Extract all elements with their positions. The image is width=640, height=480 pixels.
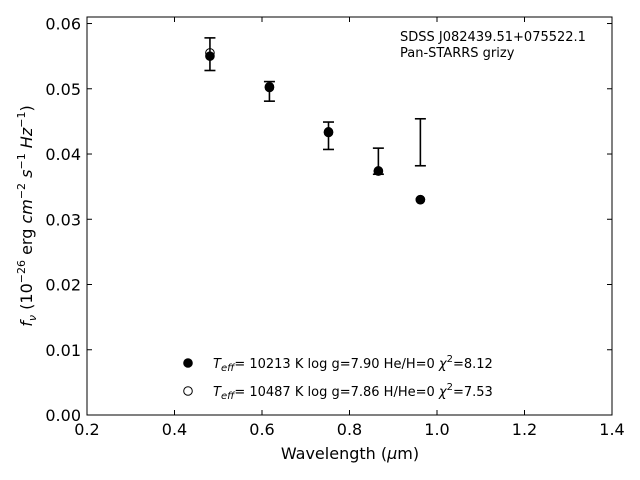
x-axis-label: Wavelength (μm) [281, 444, 419, 463]
x-tick-label: 0.2 [74, 420, 99, 439]
markers [205, 48, 426, 205]
legend-marker [183, 386, 193, 396]
x-tick-label: 1.0 [424, 420, 449, 439]
filled-model-point [205, 51, 215, 61]
x-tick-label: 0.8 [337, 420, 362, 439]
open-model-point [373, 166, 384, 176]
y-tick-label: 0.01 [45, 341, 81, 360]
open-model-point [415, 194, 426, 205]
annotation-line-2: Pan-STARRS grizy [400, 46, 515, 61]
error-bar [414, 117, 426, 167]
open-model-point [264, 82, 275, 92]
x-tick-label: 0.4 [162, 420, 187, 439]
legend-label: Teff= 10487 K log g=7.86 H/He=0 χ2=7.53 [213, 382, 493, 402]
y-tick-label: 0.05 [45, 80, 81, 99]
open-model-point [323, 127, 334, 138]
x-tick-label: 0.6 [249, 420, 274, 439]
x-tick-label: 1.2 [512, 420, 537, 439]
y-tick-label: 0.04 [45, 145, 81, 164]
legend-marker [183, 358, 193, 368]
annotation-line-1: SDSS J082439.51+075522.1 [400, 30, 586, 45]
error-bars [204, 37, 426, 176]
legend-label: Teff= 10213 K log g=7.90 He/H=0 χ2=8.12 [213, 354, 493, 374]
legend-entry: Teff= 10213 K log g=7.90 He/H=0 χ2=8.12 [183, 354, 493, 374]
y-axis-label-text: fν (10−26 erg cm−2 s−1 Hz−1) [15, 105, 39, 326]
x-tick-label: 1.4 [599, 420, 624, 439]
ticks: 0.2 0.4 0.6 0.8 1.0 1.2 1.4 0.00 0.01 0.02 0.03 0.0… [45, 15, 624, 439]
legend-entry: Teff= 10487 K log g=7.86 H/He=0 χ2=7.53 [183, 382, 493, 402]
plot-frame [86, 16, 613, 416]
legend: Teff= 10213 K log g=7.90 He/H=0 χ2=8.12 T… [183, 354, 493, 402]
y-tick-label: 0.02 [45, 276, 81, 295]
y-tick-label: 0.06 [45, 15, 81, 34]
y-tick-label: 0.03 [45, 210, 81, 229]
open-model-point [205, 48, 215, 58]
y-axis-label: fν (10−26 erg cm−2 s−1 Hz−1) [15, 105, 39, 326]
y-tick-label: 0.00 [45, 406, 81, 425]
